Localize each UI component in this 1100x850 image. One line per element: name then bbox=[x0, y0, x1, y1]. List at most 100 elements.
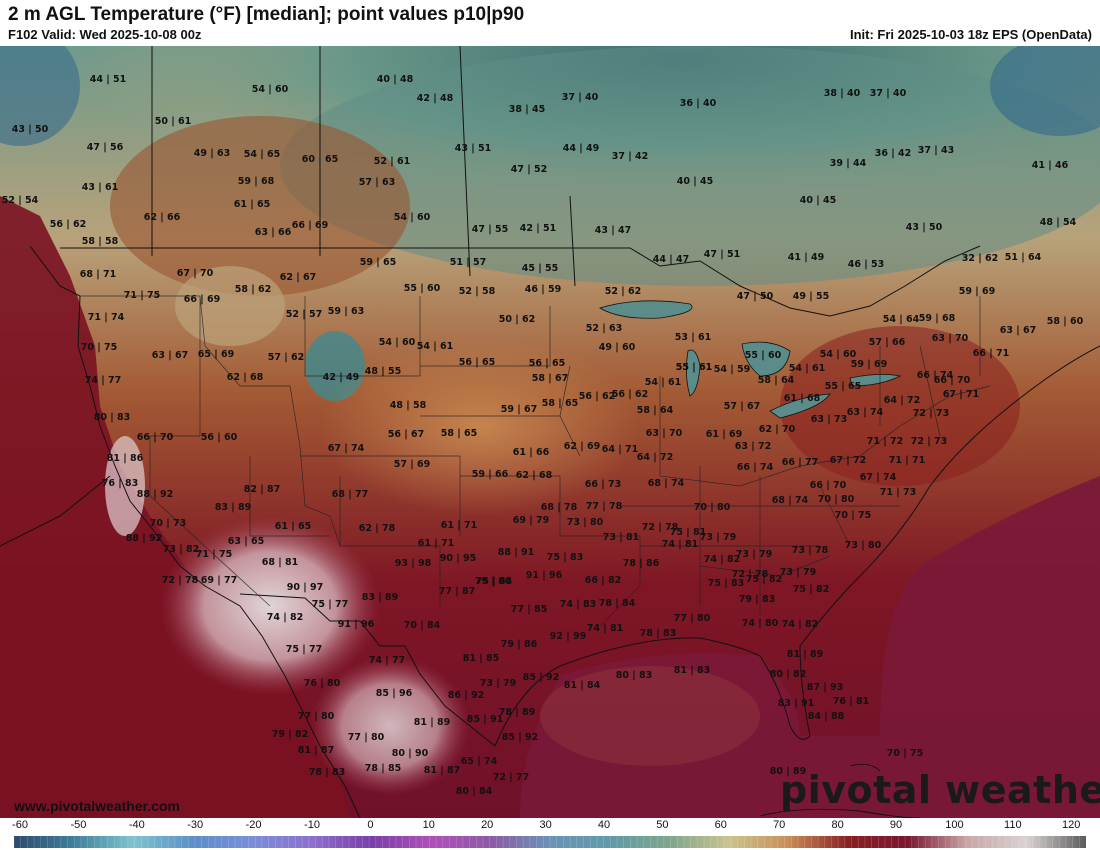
point-value-label: 58 | 65 bbox=[441, 428, 478, 439]
point-value-label: 62 | 66 bbox=[144, 212, 181, 223]
point-value-label: 56 | 65 bbox=[459, 357, 496, 368]
state-lines bbox=[80, 295, 991, 627]
point-value-label: 59 | 69 bbox=[959, 286, 996, 297]
point-value-label: 57 | 62 bbox=[268, 352, 305, 363]
cuba-outline bbox=[759, 808, 921, 818]
point-value-label: 80 | 89 bbox=[770, 766, 807, 777]
point-value-label: 61 | 65 bbox=[234, 199, 271, 210]
point-value-label: 36 | 42 bbox=[875, 148, 912, 159]
point-value-label: 93 | 98 bbox=[395, 558, 432, 569]
point-value-label: 81 | 85 bbox=[463, 653, 500, 664]
point-value-label: 90 | 97 bbox=[287, 582, 324, 593]
colorbar-tick-label: 20 bbox=[481, 819, 494, 831]
point-value-label: 75 | 82 bbox=[746, 574, 783, 585]
point-value-label: 55 | 61 bbox=[676, 362, 713, 373]
point-value-label: 70 | 75 bbox=[81, 342, 118, 353]
point-value-label: 70 | 75 bbox=[835, 510, 872, 521]
colorbar-segment bbox=[669, 836, 730, 848]
point-value-label: 77 | 80 bbox=[348, 732, 385, 743]
point-value-label: 77 | 85 bbox=[511, 604, 548, 615]
point-value-label: 66 | 70 bbox=[137, 432, 174, 443]
point-value-label: 54 | 60 bbox=[252, 84, 289, 95]
point-value-label: 80 | 84 bbox=[456, 786, 493, 797]
point-value-label: 72 | 73 bbox=[911, 436, 948, 447]
point-value-label: 61 | 69 bbox=[706, 429, 743, 440]
colorbar-segment bbox=[73, 836, 134, 848]
point-value-label: 79 | 83 bbox=[739, 594, 776, 605]
point-value-label: 42 | 51 bbox=[520, 223, 557, 234]
point-value-label: 57 | 63 bbox=[359, 177, 396, 188]
point-value-label: 78 | 84 bbox=[599, 598, 636, 609]
bahamas-outline bbox=[849, 763, 881, 772]
point-value-label: 91 | 96 bbox=[338, 619, 375, 630]
point-value-label: 43 | 51 bbox=[455, 143, 492, 154]
point-value-label: 66 | 82 bbox=[585, 575, 622, 586]
point-value-label: 66 | 77 bbox=[782, 457, 819, 468]
colorbar-tick-label: 80 bbox=[831, 819, 844, 831]
labrador-cold-region bbox=[990, 46, 1100, 136]
point-value-label: 41 | 49 bbox=[788, 252, 825, 263]
point-value-label: 81 | 89 bbox=[414, 717, 451, 728]
point-value-label: 73 | 79 bbox=[700, 532, 737, 543]
point-value-label: 62 | 78 bbox=[359, 523, 396, 534]
colorbar-strip bbox=[14, 836, 1086, 848]
point-value-label: 64 | 71 bbox=[602, 444, 639, 455]
us-mexico-border bbox=[239, 593, 496, 747]
west-coast-line bbox=[29, 245, 361, 818]
website-url[interactable]: www.pivotalweather.com bbox=[14, 798, 180, 814]
point-value-label: 54 | 64 bbox=[883, 314, 920, 325]
point-value-label: 69 | 79 bbox=[513, 515, 550, 526]
point-value-label: 40 | 48 bbox=[377, 74, 414, 85]
point-value-label: 73 | 79 bbox=[480, 678, 517, 689]
point-value-label: 66 | 69 bbox=[184, 294, 221, 305]
hudson-cool-region bbox=[280, 46, 1100, 286]
point-value-label: 45 | 55 bbox=[522, 263, 559, 274]
point-value-label: 62 | 67 bbox=[280, 272, 317, 283]
mexico-hot-region bbox=[310, 656, 470, 796]
point-value-label: 81 | 86 bbox=[107, 453, 144, 464]
state-line-2 bbox=[149, 296, 271, 607]
point-value-label: 55 | 61 bbox=[676, 362, 713, 373]
point-value-label: 46 | 59 bbox=[525, 284, 562, 295]
point-value-label: 66 | 73 bbox=[585, 479, 622, 490]
point-value-label: 81 | 87 bbox=[424, 765, 461, 776]
point-value-label: 48 | 54 bbox=[1040, 217, 1077, 228]
point-value-label: 60 | 65 bbox=[302, 154, 339, 165]
point-value-label: 86 | 92 bbox=[448, 690, 485, 701]
lake-ontario bbox=[849, 374, 902, 387]
init-time: Init: Fri 2025-10-03 18z EPS (OpenData) bbox=[849, 27, 1092, 42]
point-value-label: 72 | 77 bbox=[493, 772, 530, 783]
colorbar-segment bbox=[907, 836, 968, 848]
point-value-label: 63 | 73 bbox=[811, 414, 848, 425]
point-value-label: 58 | 64 bbox=[637, 405, 674, 416]
state-line-6 bbox=[249, 456, 341, 546]
point-value-label: 88 | 91 bbox=[498, 547, 535, 558]
point-value-label: 75 | 82 bbox=[793, 584, 830, 595]
point-value-label: 67 | 71 bbox=[943, 389, 980, 400]
point-value-label: 77 | 87 bbox=[439, 586, 476, 597]
brand-logo: pivotal weather bbox=[780, 768, 1100, 812]
point-value-label: 76 | 81 bbox=[833, 696, 870, 707]
point-value-label: 48 | 58 bbox=[390, 400, 427, 411]
plains-region bbox=[320, 336, 640, 516]
point-value-label: 84 | 88 bbox=[808, 711, 845, 722]
alaska-cold-region bbox=[0, 46, 80, 146]
point-value-label: 71 | 75 bbox=[124, 290, 161, 301]
point-value-label: 72 | 78 bbox=[642, 522, 679, 533]
point-value-label: 77 | 78 bbox=[586, 501, 623, 512]
point-value-label: 59 | 66 bbox=[472, 469, 509, 480]
point-value-label: 63 | 70 bbox=[646, 428, 683, 439]
point-value-label: 78 | 86 bbox=[623, 558, 660, 569]
point-value-label: 63 | 67 bbox=[1000, 325, 1037, 336]
point-value-label: 74 | 77 bbox=[85, 375, 122, 386]
colorbar-segment bbox=[847, 836, 908, 848]
point-value-label: 59 | 68 bbox=[238, 176, 275, 187]
lake-huron bbox=[741, 341, 791, 377]
lake-superior bbox=[599, 300, 693, 319]
point-value-label: 77 | 80 bbox=[298, 711, 335, 722]
point-value-label: 61 | 66 bbox=[513, 447, 550, 458]
point-value-label: 61 | 68 bbox=[784, 393, 821, 404]
point-value-label: 73 | 79 bbox=[780, 567, 817, 578]
point-value-label: 76 | 83 bbox=[102, 478, 139, 489]
